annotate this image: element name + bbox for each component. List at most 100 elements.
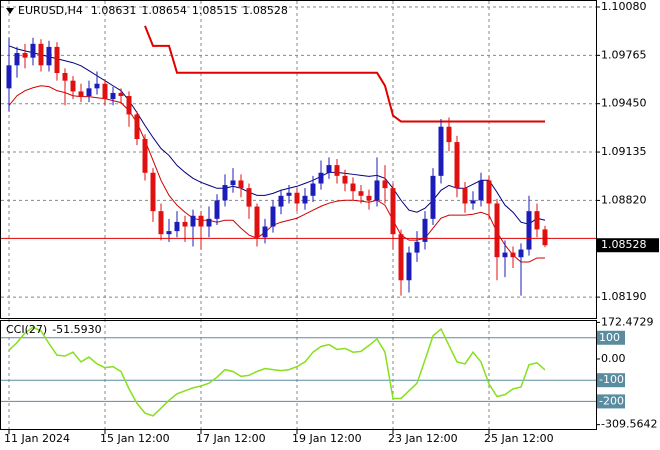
y-tick-label: 1.09765 (601, 48, 647, 61)
candle-body (366, 195, 372, 201)
symbol-header: EURUSD,H4 1.08631 1.08654 1.08515 1.08528 (18, 4, 288, 17)
cci-header: CCI(27) -51.5930 (6, 323, 102, 336)
candle-body (526, 211, 532, 250)
candle-body (510, 252, 516, 258)
level-label-box (597, 394, 625, 409)
candle-body (302, 195, 308, 204)
x-tick-label: 11 Jan 2024 (4, 432, 70, 445)
candle-body (542, 229, 548, 246)
candle-body (382, 180, 388, 189)
candle-body (446, 126, 452, 143)
candle-body (206, 218, 212, 227)
symbol-icon (6, 8, 14, 14)
candle-body (254, 206, 260, 238)
cci-title: CCI(27) (6, 323, 47, 336)
y-tick-label: -309.5642 (601, 418, 657, 431)
y-tick-label: 1.09450 (601, 97, 647, 110)
candle-body (14, 53, 20, 66)
x-tick-label: 15 Jan 12:00 (100, 432, 170, 445)
level-label-box (597, 330, 625, 345)
candle-body (158, 211, 164, 235)
candle-body (182, 221, 188, 227)
candle-body (342, 175, 348, 184)
x-tick-label: 17 Jan 12:00 (196, 432, 266, 445)
candle-body (70, 80, 76, 92)
candle-body (398, 234, 404, 281)
x-tick-label: 25 Jan 12:00 (484, 432, 554, 445)
level-label: 100 (599, 331, 620, 344)
candle-body (486, 180, 492, 204)
candle-body (318, 172, 324, 184)
candle-body (326, 165, 332, 173)
candle-body (438, 126, 444, 176)
indicator-line (8, 326, 546, 417)
candle-body (6, 65, 12, 89)
candle-body (270, 206, 276, 227)
candle-body (22, 53, 28, 58)
candle-body (310, 183, 316, 196)
candle-body (142, 139, 148, 173)
main-frame (0, 0, 597, 319)
close: 1.08528 (242, 4, 288, 17)
candle-body (278, 195, 284, 207)
candle-body (166, 231, 172, 235)
candle-body (198, 215, 204, 227)
candle-body (78, 91, 84, 97)
candle-body (462, 188, 468, 204)
candle-body (102, 83, 108, 100)
price-label-box (597, 238, 659, 253)
candle-body (246, 188, 252, 207)
candle-body (414, 241, 420, 253)
cci-frame (0, 320, 597, 430)
symbol: EURUSD,H4 (18, 4, 83, 17)
candle-body (214, 200, 220, 219)
candle-body (54, 46, 60, 73)
candle-body (150, 172, 156, 212)
level-label: -200 (599, 394, 624, 407)
candle-body (190, 215, 196, 227)
candle-body (110, 92, 116, 100)
candle-body (406, 252, 412, 281)
price-label: 1.08528 (601, 238, 647, 251)
candle-body (534, 211, 540, 230)
candle-body (86, 88, 92, 97)
y-tick-label: 1.08190 (601, 290, 647, 303)
candle-body (94, 83, 100, 89)
candle-body (238, 180, 244, 189)
candle-body (118, 92, 124, 97)
y-tick-label: 1.09135 (601, 145, 647, 158)
candle-body (350, 183, 356, 192)
candle-body (430, 175, 436, 219)
candle-body (470, 200, 476, 204)
x-tick-label: 23 Jan 12:00 (388, 432, 458, 445)
y-tick-label: 1.08820 (601, 193, 647, 206)
indicator-line (8, 85, 545, 263)
candle-body (222, 185, 228, 201)
x-tick-label: 19 Jan 12:00 (292, 432, 362, 445)
y-tick-label: 0.00 (601, 352, 626, 365)
candle-body (518, 249, 524, 258)
candle-body (126, 96, 132, 115)
candle-body (494, 203, 500, 258)
candle-body (262, 226, 268, 238)
plot-layer (1, 1, 600, 434)
candle-body (230, 180, 236, 186)
candle-body (334, 165, 340, 176)
candle-body (46, 46, 52, 66)
open: 1.08631 (91, 4, 137, 17)
candle-body (286, 192, 292, 196)
level-label: -100 (599, 373, 624, 386)
candle-body (134, 114, 140, 140)
level-label-box (597, 373, 625, 388)
candle-body (294, 192, 300, 204)
indicator-line (144, 25, 545, 123)
candle-body (478, 180, 484, 201)
y-tick-label: 1.10080 (601, 0, 647, 13)
low: 1.08515 (192, 4, 238, 17)
candle-body (454, 142, 460, 189)
y-tick-label: 172.4729 (601, 315, 654, 328)
candle-body (502, 252, 508, 258)
high: 1.08654 (141, 4, 187, 17)
